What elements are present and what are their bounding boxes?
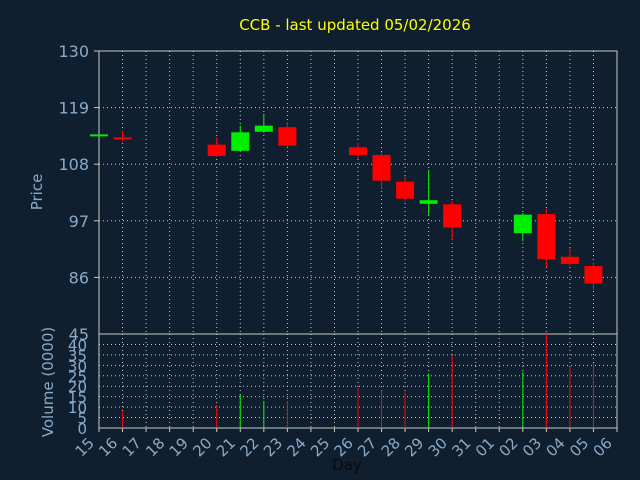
volume-tick-label: 30 bbox=[68, 357, 87, 375]
price-tick-label: 97 bbox=[69, 212, 89, 231]
volume-bars bbox=[122, 334, 594, 428]
day-tick-label: 28 bbox=[378, 434, 404, 460]
day-tick-label: 17 bbox=[119, 434, 145, 460]
candle-body bbox=[349, 147, 367, 155]
candle-body bbox=[560, 256, 579, 265]
day-tick-label: 19 bbox=[166, 434, 192, 460]
day-tick-label: 23 bbox=[260, 434, 286, 460]
candle-body bbox=[278, 127, 297, 146]
day-tick-label: 01 bbox=[472, 434, 498, 460]
candle-body bbox=[90, 134, 108, 137]
candle-body bbox=[396, 181, 415, 199]
price-tick-label: 45 bbox=[69, 325, 89, 344]
candle-body bbox=[231, 132, 250, 151]
candle-body bbox=[207, 144, 226, 156]
day-tick-label: 15 bbox=[72, 434, 98, 460]
candle-body bbox=[443, 204, 462, 228]
day-axis-label: Day bbox=[332, 456, 362, 474]
candle-body bbox=[513, 214, 532, 234]
day-tick-label: 22 bbox=[236, 434, 262, 460]
volume-tick-label: 35 bbox=[68, 347, 87, 365]
day-tick-label: 05 bbox=[566, 434, 592, 460]
day-tick-label: 29 bbox=[401, 434, 427, 460]
candle-body bbox=[584, 266, 603, 284]
day-tick-label: 02 bbox=[495, 434, 521, 460]
volume-axis-label: Volume (0000) bbox=[39, 327, 57, 437]
candle-body bbox=[419, 200, 438, 204]
candle-body bbox=[537, 214, 556, 260]
volume-tick-label: 40 bbox=[68, 336, 87, 354]
price-tick-label: 119 bbox=[58, 99, 89, 118]
price-tick-label: 108 bbox=[58, 155, 89, 174]
day-tick-label: 24 bbox=[284, 434, 310, 460]
price-axis-label: Price bbox=[28, 174, 46, 211]
volume-tick-label: 10 bbox=[68, 399, 87, 417]
day-tick-label: 31 bbox=[448, 434, 474, 460]
day-tick-label: 16 bbox=[95, 434, 121, 460]
axis-labels: 1301191089786454035302520151050151617181… bbox=[58, 42, 615, 460]
candle-body bbox=[254, 125, 273, 132]
day-tick-label: 06 bbox=[590, 434, 616, 460]
volume-tick-label: 15 bbox=[68, 389, 87, 407]
day-tick-label: 03 bbox=[519, 434, 545, 460]
candle-body bbox=[113, 137, 132, 140]
candle-body bbox=[372, 154, 391, 181]
volume-tick-label: 25 bbox=[68, 368, 87, 386]
day-tick-label: 25 bbox=[307, 434, 333, 460]
day-tick-label: 20 bbox=[189, 434, 215, 460]
chart-title: CCB - last updated 05/02/2026 bbox=[239, 16, 471, 34]
volume-tick-label: 20 bbox=[68, 378, 87, 396]
price-tick-label: 130 bbox=[58, 42, 89, 61]
volume-tick-label: 0 bbox=[77, 420, 87, 438]
price-tick-label: 86 bbox=[69, 268, 89, 287]
day-tick-label: 04 bbox=[543, 434, 569, 460]
volume-tick-label: 5 bbox=[77, 410, 87, 428]
day-tick-label: 30 bbox=[425, 434, 451, 460]
day-tick-label: 18 bbox=[142, 434, 168, 460]
candles bbox=[90, 113, 603, 290]
day-tick-label: 21 bbox=[213, 434, 239, 460]
